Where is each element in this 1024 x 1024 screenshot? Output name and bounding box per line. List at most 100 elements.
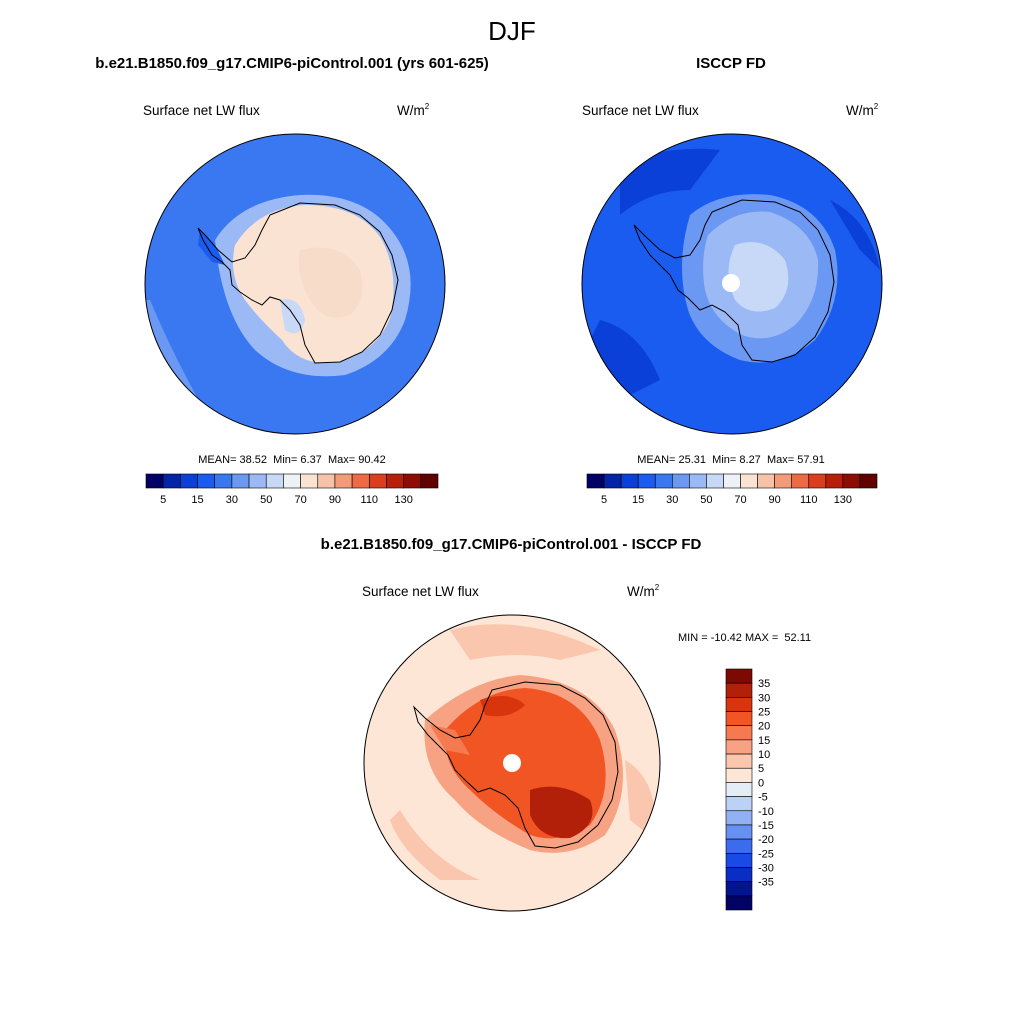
colorbar-swatch — [725, 739, 753, 755]
colorbar-swatch — [162, 473, 181, 489]
pole-hole — [722, 274, 740, 292]
colorbar-swatch — [725, 796, 753, 812]
units-label: W/m2 — [627, 583, 660, 599]
interior-field — [298, 247, 363, 318]
colorbar-swatch — [725, 767, 753, 783]
colorbar-swatch — [317, 473, 336, 489]
colorbar-swatch — [420, 473, 439, 489]
dark-ocean-field — [590, 320, 660, 400]
colorbar-swatch — [145, 473, 164, 489]
colorbar-swatch — [586, 473, 605, 489]
colorbar-swatch — [671, 473, 690, 489]
high-field — [530, 786, 593, 839]
panel-title: b.e21.B1850.f09_g17.CMIP6-piControl.001 … — [95, 55, 489, 72]
colorbar-swatch — [637, 473, 656, 489]
stats-line: MEAN= 25.31 Min= 8.27 Max= 57.91 — [637, 454, 825, 466]
positive-band — [390, 810, 480, 880]
panel-obs: ISCCP FD Surface net LW flux W/m2 MEAN= … — [581, 55, 883, 506]
colorbar-tick-label: 130 — [394, 494, 412, 506]
colorbar-swatch — [725, 867, 753, 882]
colorbar-swatch — [808, 473, 827, 489]
coastline — [413, 681, 619, 849]
colorbar-swatch — [283, 473, 301, 489]
colorbar-tick-label: 110 — [800, 494, 818, 506]
colorbar-tick-label: -5 — [758, 792, 768, 804]
colorbar-tick-label: -30 — [758, 862, 774, 874]
panel-title: b.e21.B1850.f09_g17.CMIP6-piControl.001 … — [321, 536, 702, 553]
colorbar-tick-label: 70 — [734, 494, 746, 506]
colorbar-vertical: 35 30 25 20 15 10 5 0 -5 -10 -15 -20 -25 -30 -35 — [725, 668, 774, 911]
peninsula-field — [430, 725, 470, 755]
panel-title: ISCCP FD — [696, 55, 766, 72]
colorbar-tick-label: 25 — [758, 707, 770, 719]
colorbar-tick-label: 50 — [700, 494, 712, 506]
colorbar-swatch — [825, 473, 844, 489]
colorbar-tick-label: 5 — [160, 494, 166, 506]
colorbar-tick-label: 110 — [361, 494, 379, 506]
colorbar-swatch — [725, 711, 753, 727]
colorbar-swatch — [386, 473, 404, 489]
colorbar-swatch — [725, 838, 753, 854]
colorbar-swatch — [706, 473, 724, 489]
colorbar-tick-label: -15 — [758, 820, 774, 832]
colorbar-swatch — [689, 473, 707, 489]
panel-diff: b.e21.B1850.f09_g17.CMIP6-piControl.001 … — [321, 536, 811, 912]
colorbar-swatch — [620, 473, 639, 489]
colorbar-swatch — [197, 473, 216, 489]
pole-hole — [503, 754, 521, 772]
peninsula-field — [198, 230, 225, 265]
colorbar-swatch — [603, 473, 622, 489]
map-boundary — [144, 133, 446, 435]
colorbar-tick-label: 15 — [191, 494, 203, 506]
dark-ocean-field — [620, 148, 720, 215]
variable-label: Surface net LW flux — [582, 103, 699, 118]
colorbar-swatch — [265, 473, 284, 489]
colorbar-swatch — [725, 824, 753, 840]
coastline — [197, 202, 399, 364]
stats-line: MEAN= 38.52 Min= 6.37 Max= 90.42 — [198, 454, 386, 466]
colorbar-tick-label: 30 — [666, 494, 678, 506]
units-label: W/m2 — [397, 102, 430, 118]
high-field — [480, 696, 525, 717]
colorbar-swatch — [725, 852, 753, 868]
colorbar-tick-label: 50 — [260, 494, 272, 506]
colorbar-tick-label: 5 — [601, 494, 607, 506]
colorbar-tick-label: 0 — [758, 777, 764, 789]
colorbar-horizontal: 5 15 30 50 70 90 110 130 — [586, 473, 878, 506]
variable-label: Surface net LW flux — [143, 103, 260, 118]
colorbar-swatch — [248, 473, 267, 489]
dark-ocean-field — [830, 200, 880, 270]
colorbar-swatch — [368, 473, 387, 489]
colorbar-tick-label: 15 — [758, 735, 770, 747]
positive-band — [450, 624, 600, 660]
minmax-label: MIN = -10.42 MAX = 52.11 — [678, 632, 811, 644]
colorbar-horizontal: 5 15 30 50 70 90 110 130 — [145, 473, 439, 506]
polar-map — [582, 134, 882, 434]
colorbar-tick-label: 35 — [758, 678, 770, 690]
colorbar-swatch — [214, 473, 233, 489]
colorbar-tick-label: 15 — [632, 494, 644, 506]
units-label: W/m2 — [846, 102, 879, 118]
variable-label: Surface net LW flux — [362, 584, 479, 599]
colorbar-swatch — [842, 473, 861, 489]
colorbar-swatch — [403, 473, 422, 489]
map-boundary — [363, 614, 661, 912]
colorbar-swatch — [725, 668, 753, 684]
figure-title: DJF — [488, 16, 536, 46]
colorbar-tick-label: -20 — [758, 834, 774, 846]
colorbar-tick-label: 130 — [834, 494, 852, 506]
colorbar-tick-label: -10 — [758, 806, 774, 818]
colorbar-swatch — [723, 473, 741, 489]
colorbar-tick-label: 90 — [329, 494, 341, 506]
colorbar-tick-label: 30 — [758, 692, 770, 704]
colorbar-swatch — [757, 473, 775, 489]
map-boundary — [581, 133, 883, 435]
colorbar-tick-label: 20 — [758, 721, 770, 733]
colorbar-tick-label: 5 — [758, 763, 764, 775]
colorbar-swatch — [180, 473, 198, 489]
colorbar-tick-label: 10 — [758, 749, 770, 761]
colorbar-swatch — [231, 473, 250, 489]
colorbar-tick-label: 70 — [294, 494, 306, 506]
colorbar-swatch — [300, 473, 319, 489]
